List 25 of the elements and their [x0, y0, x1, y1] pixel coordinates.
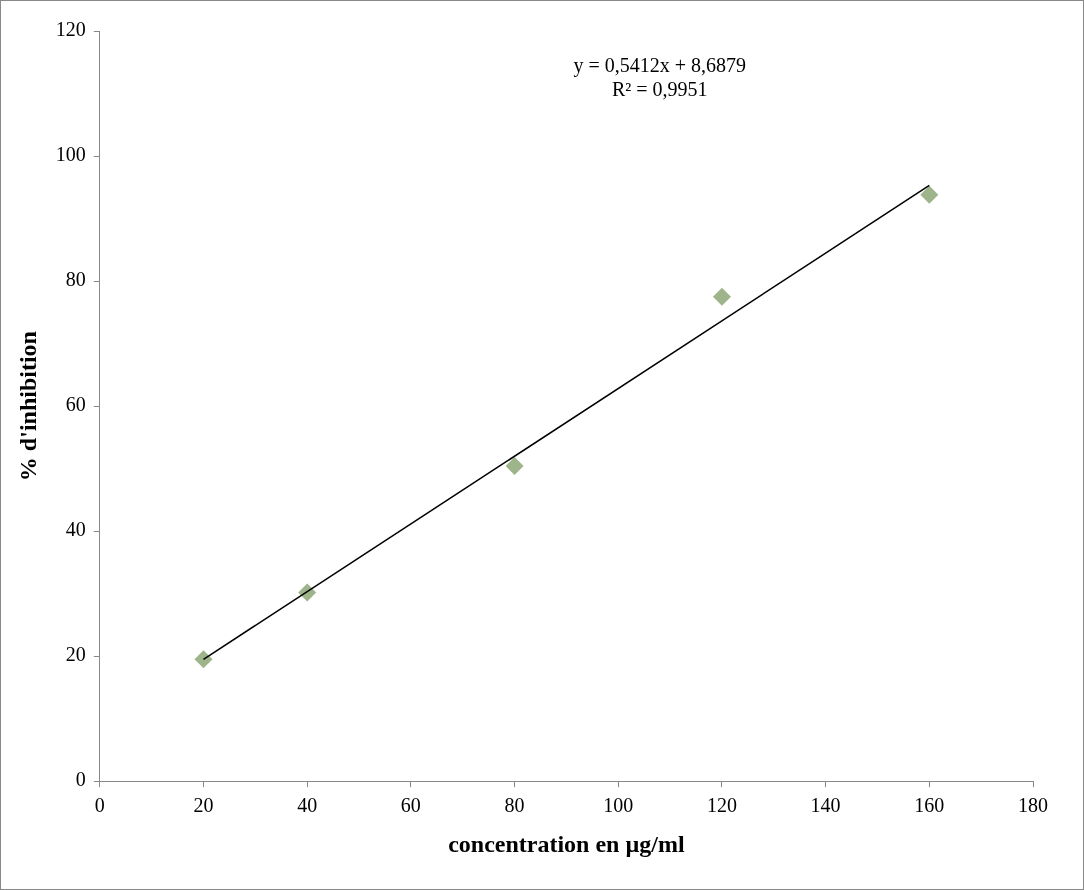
- x-tick-label: 80: [504, 794, 525, 817]
- x-tick-label: 0: [94, 794, 105, 817]
- y-tick-label: 60: [65, 393, 86, 416]
- y-tick-label: 20: [65, 643, 86, 666]
- x-tick-label: 180: [1018, 794, 1048, 817]
- y-tick-label: 40: [65, 518, 86, 541]
- x-tick-label: 140: [810, 794, 841, 817]
- x-tick-label: 100: [603, 794, 634, 817]
- x-axis-title: concentration en µg/ml: [448, 830, 685, 857]
- x-tick-label: 20: [193, 794, 214, 817]
- point: [505, 457, 524, 476]
- x-tick-label: 40: [297, 794, 318, 817]
- y-tick-label: 120: [55, 18, 86, 41]
- annotation: R² = 0,9951: [611, 78, 708, 101]
- y-tick-label: 100: [55, 143, 86, 166]
- y-tick-label: 0: [75, 768, 86, 791]
- point: [920, 185, 939, 204]
- x-tick-label: 60: [400, 794, 421, 817]
- y-axis-title: % d'inhibition: [14, 331, 41, 482]
- y-tick-label: 80: [65, 268, 86, 291]
- point: [712, 287, 731, 306]
- annotation: y = 0,5412x + 8,6879: [573, 54, 746, 78]
- point: [194, 650, 213, 669]
- x-tick-label: 160: [914, 794, 945, 817]
- x-tick-label: 120: [706, 794, 737, 817]
